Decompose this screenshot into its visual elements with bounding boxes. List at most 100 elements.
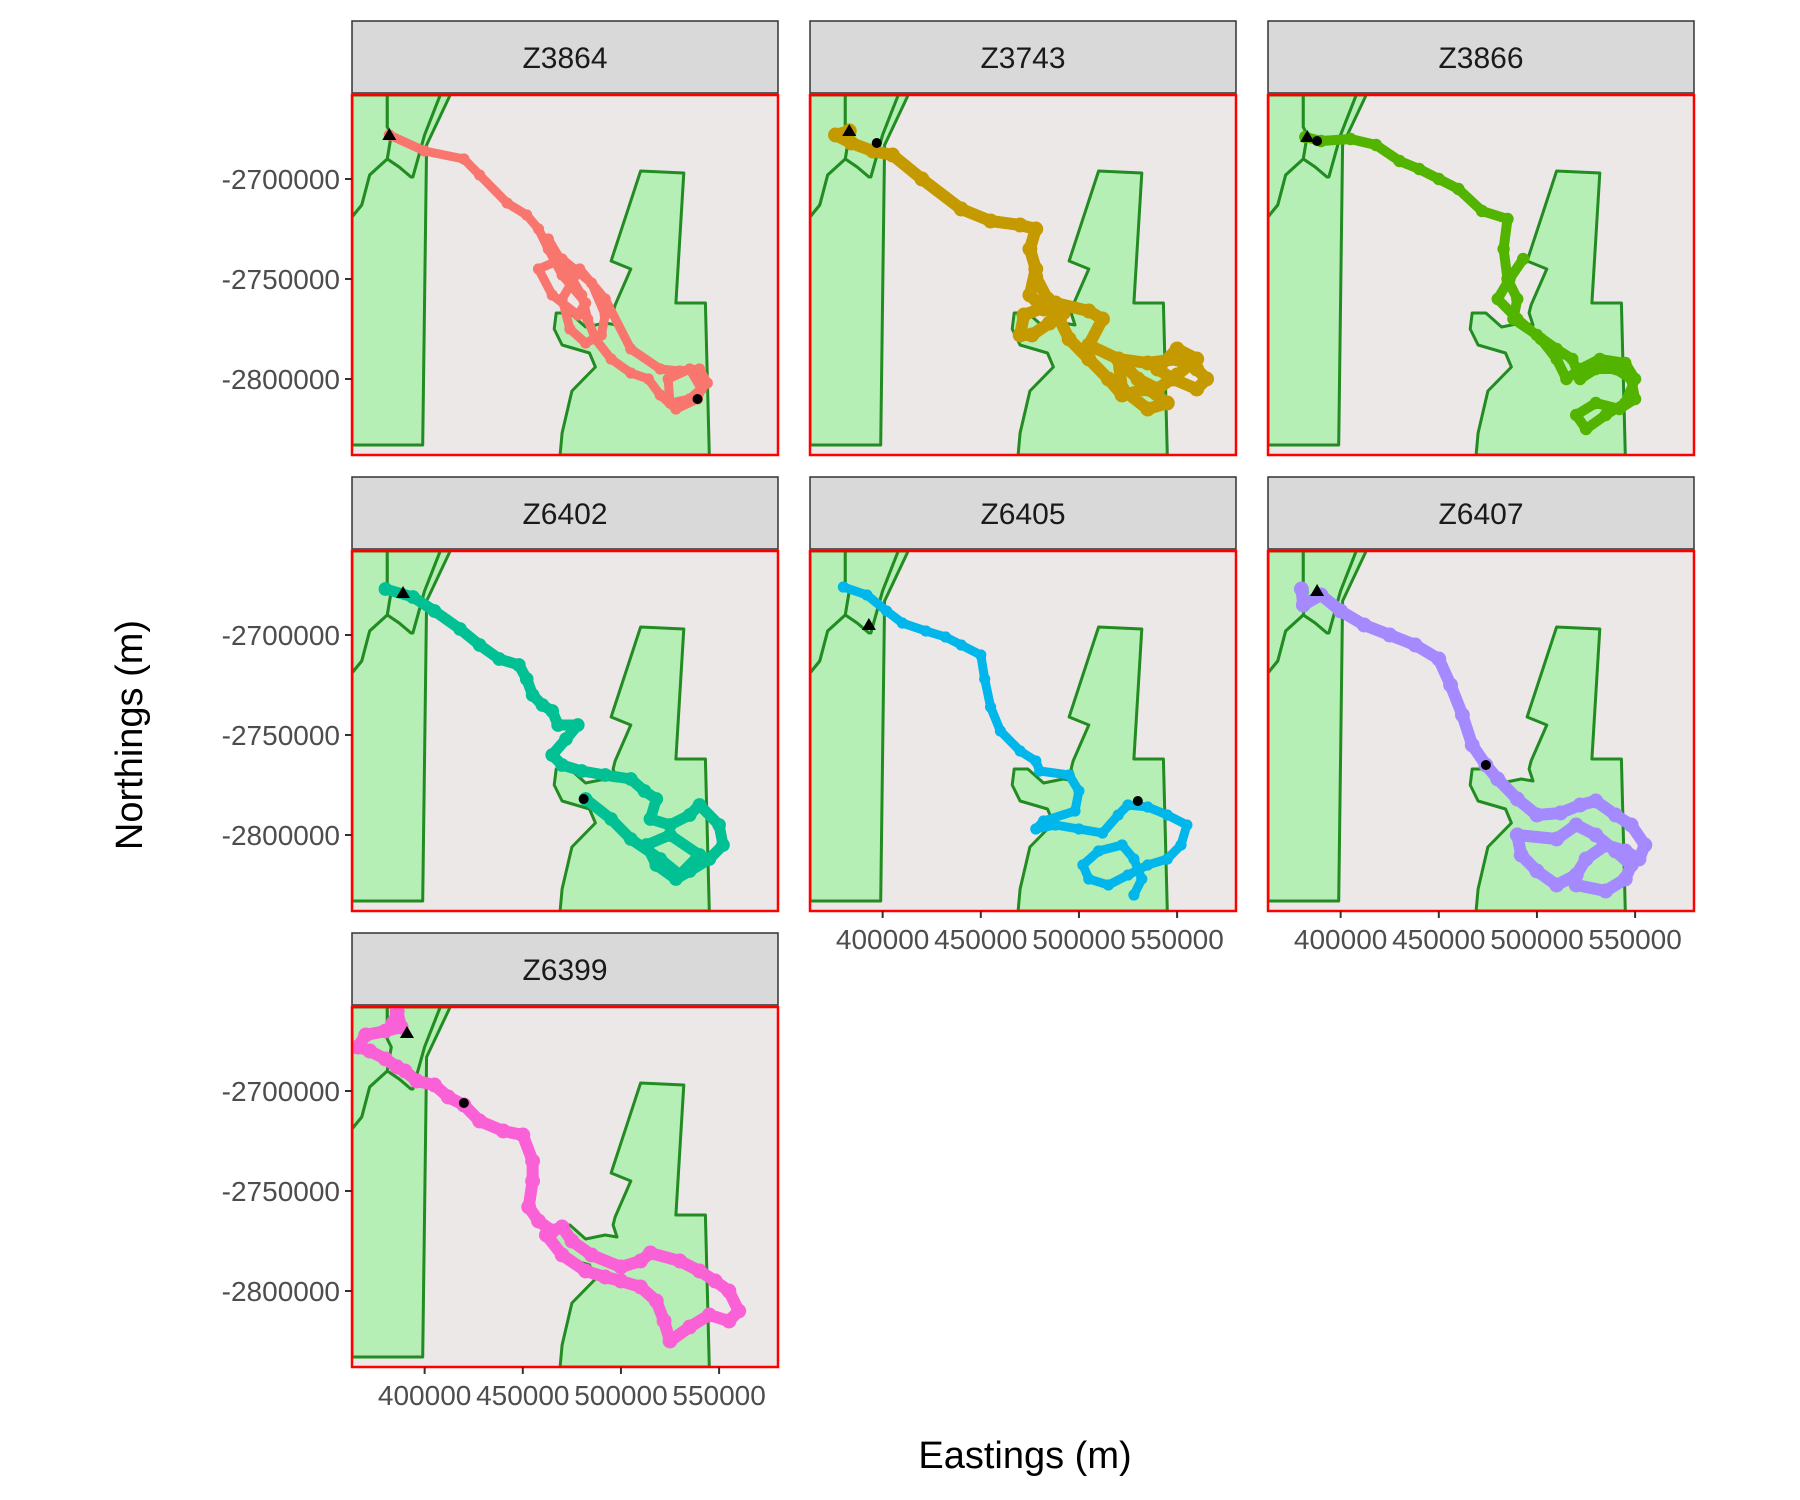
track-point — [1128, 853, 1140, 865]
track-point — [1617, 871, 1633, 887]
track-point — [1102, 879, 1114, 891]
track-point — [633, 1279, 649, 1295]
track-point — [642, 1245, 658, 1261]
x-tick-label: 450000 — [476, 1380, 569, 1411]
track-point — [983, 213, 999, 229]
track-point — [1030, 755, 1042, 767]
track-point — [582, 313, 594, 325]
panel-border — [808, 93, 1238, 457]
x-tick-label: 400000 — [1294, 924, 1387, 955]
track-point — [362, 1043, 378, 1059]
track-point — [1443, 677, 1459, 693]
track-point — [939, 631, 952, 643]
facet-strip — [1267, 476, 1695, 550]
track-point — [1024, 327, 1040, 343]
track-point — [512, 658, 526, 672]
panel-content — [352, 95, 713, 455]
track-point — [1295, 597, 1311, 613]
track-point — [1077, 859, 1089, 871]
track-point — [1501, 212, 1514, 226]
track-point — [453, 622, 467, 636]
track-point — [1407, 637, 1423, 653]
track-point — [1169, 367, 1185, 383]
track-point — [643, 812, 658, 826]
track-point — [377, 1023, 393, 1039]
track-point — [545, 748, 560, 762]
track-point — [1142, 801, 1154, 813]
panel-border — [350, 549, 780, 913]
track-point — [1083, 873, 1095, 885]
y-tick-label: -2800000 — [222, 1276, 340, 1307]
track-point — [545, 704, 560, 718]
track-point — [1022, 241, 1038, 257]
track-point — [1599, 408, 1612, 422]
track-point — [707, 1273, 723, 1289]
track-point — [397, 1063, 413, 1079]
track-point — [605, 353, 617, 365]
track-point — [521, 209, 533, 221]
track-point — [896, 617, 908, 629]
track-point — [1619, 356, 1632, 370]
panel-border — [350, 1005, 780, 1369]
track-point — [1572, 797, 1588, 813]
track-point — [721, 1313, 737, 1329]
area-polygon-central-corridor — [1268, 95, 1368, 447]
track-point — [1136, 873, 1148, 885]
area-polygon-central-corridor — [352, 551, 452, 903]
track-point — [555, 758, 569, 772]
track-point — [525, 1153, 541, 1169]
track-point — [458, 153, 470, 165]
track-point — [409, 1073, 425, 1089]
facet-strip-label: Z3743 — [980, 42, 1065, 75]
track-point — [914, 171, 930, 187]
track-point — [712, 818, 726, 832]
area-polygon-central-corridor — [352, 1007, 452, 1359]
track-point — [692, 848, 707, 862]
panel-content — [1268, 551, 1653, 911]
track-point — [1549, 877, 1565, 893]
track-point — [1012, 217, 1028, 233]
track-point — [1161, 853, 1173, 865]
track-point — [1034, 765, 1046, 777]
track-point — [953, 201, 969, 217]
track-point — [554, 1219, 570, 1235]
track-point — [1096, 827, 1109, 839]
area-polygon-central-corridor — [810, 95, 910, 447]
track-point — [492, 652, 507, 666]
track-point — [1140, 381, 1156, 397]
area-polygon-central-corridor — [810, 551, 910, 903]
track-point — [1199, 371, 1215, 387]
track-point — [1475, 204, 1489, 218]
track-point — [597, 1269, 613, 1285]
track-point — [662, 373, 674, 385]
track-point — [1623, 817, 1639, 833]
panel-content — [810, 95, 1215, 455]
track-point — [656, 1313, 672, 1329]
track-point — [684, 393, 696, 405]
track-point — [521, 1199, 537, 1215]
track-point — [599, 309, 611, 321]
track-point — [654, 389, 666, 401]
y-tick-label: -2750000 — [222, 264, 340, 295]
track-point — [1560, 372, 1573, 386]
track-point — [1588, 793, 1604, 809]
track-point — [623, 832, 638, 846]
facet-panel-Z6405: Z6405 400000 450000 500000 550000 — [808, 476, 1238, 955]
track-point — [556, 293, 568, 305]
facet-strip-label: Z3864 — [522, 42, 607, 75]
track-point — [1503, 272, 1516, 286]
track-point — [625, 343, 637, 355]
track-point — [1175, 839, 1187, 851]
facet-panel-Z3864: Z3864 -2700000 -2750000 -2800000 — [222, 20, 780, 457]
track-point — [580, 337, 592, 349]
start-marker — [1300, 130, 1315, 142]
track-point — [843, 135, 859, 151]
track-point — [1051, 311, 1067, 327]
facet-strip — [809, 20, 1237, 94]
track-point — [701, 1307, 717, 1323]
track-point — [1028, 269, 1044, 285]
y-tick-label: -2700000 — [222, 620, 340, 651]
track-point — [1550, 342, 1563, 356]
track-point — [1122, 869, 1134, 881]
x-tick-label: 450000 — [934, 924, 1027, 955]
